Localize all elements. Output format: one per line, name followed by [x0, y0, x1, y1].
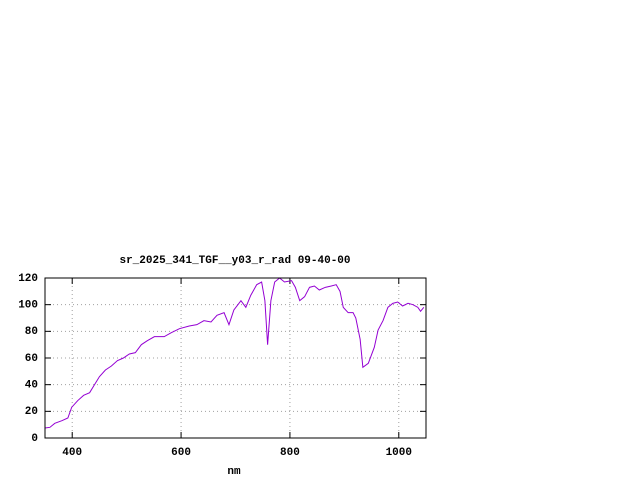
x-tick-label: 800	[280, 447, 300, 459]
y-tick-label: 0	[31, 433, 38, 445]
y-tick-label: 20	[25, 406, 38, 418]
x-tick-label: 400	[62, 447, 82, 459]
y-tick-label: 80	[25, 326, 38, 338]
x-tick-label: 1000	[386, 447, 412, 459]
x-tick-label: 600	[171, 447, 191, 459]
line-series	[44, 277, 425, 429]
y-tick-label: 120	[18, 273, 38, 285]
x-axis-label: nm	[227, 466, 241, 478]
y-tick-label: 60	[25, 353, 38, 365]
plot-border	[44, 277, 427, 439]
y-tick-label: 100	[18, 300, 38, 312]
chart-title: sr_2025_341_TGF__y03_r_rad 09-40-00	[119, 255, 350, 267]
y-tick-label: 40	[25, 380, 38, 392]
